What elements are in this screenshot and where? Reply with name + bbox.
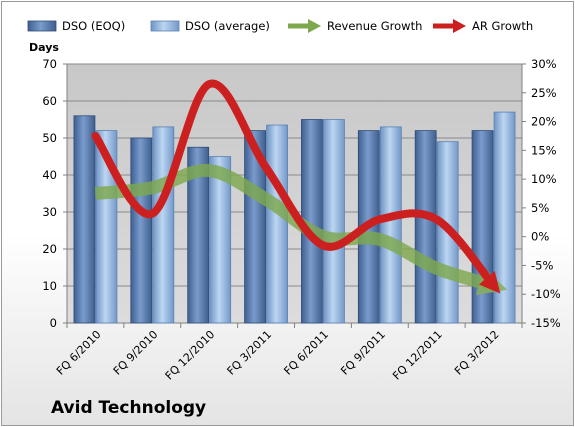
bar-dso-eoq — [471, 130, 494, 324]
line-ar-growth — [91, 79, 501, 294]
y2-tick-label: 15% — [531, 143, 557, 157]
x-tick-label: FQ 9/2010 — [111, 328, 161, 378]
x-tick-label: FQ 3/2011 — [225, 328, 275, 378]
y2-tick-label: 25% — [531, 86, 557, 100]
x-tick-label: FQ 6/2010 — [54, 328, 104, 378]
bar-dso-eoq — [244, 130, 266, 324]
y2-tick-label: -10% — [531, 287, 561, 301]
bar-dso-average — [493, 111, 516, 324]
company-name: Avid Technology — [51, 398, 207, 418]
legend-label: Revenue Growth — [327, 19, 422, 33]
y2-tick-label: 5% — [531, 201, 549, 215]
y-axis-title: Days — [29, 41, 59, 54]
bar-dso-eoq — [414, 130, 437, 324]
y-tick-label: 40 — [42, 168, 57, 182]
y2-tick-label: 30% — [531, 57, 557, 71]
bar-dso-eoq — [187, 146, 210, 324]
legend-arrow-icon — [453, 19, 466, 33]
y-tick-label: 60 — [42, 94, 57, 108]
x-tick-label: FQ 3/2012 — [452, 328, 502, 378]
y-tick-label: 50 — [42, 131, 57, 145]
bar-dso-average — [152, 126, 175, 324]
y2-tick-label: -5% — [531, 258, 553, 272]
x-tick-label: FQ 9/2011 — [338, 328, 388, 378]
bar-dso-average — [209, 156, 232, 324]
x-tick-label: FQ 12/2011 — [390, 328, 445, 383]
bar-dso-average — [266, 124, 288, 324]
bar-dso-average — [95, 130, 118, 324]
legend-swatch — [27, 20, 57, 32]
legend-label: DSO (EOQ) — [62, 19, 125, 33]
y-tick-label: 0 — [50, 316, 57, 330]
bar-dso-average — [323, 119, 345, 324]
x-tick-label: FQ 6/2011 — [281, 328, 331, 378]
y-tick-label: 30 — [42, 205, 57, 219]
plot-area: 0 10 20 30 40 50 60 70 -15% -10% -5% 0% 5% 10% 15% 20% 2… — [42, 57, 560, 383]
y2-tick-label: 0% — [531, 230, 549, 244]
legend-label: DSO (average) — [185, 19, 270, 33]
y2-tick-label: 10% — [531, 172, 557, 186]
chart-legend: DSO (EOQ) DSO (average) Revenue Growth AR G… — [27, 19, 533, 33]
legend-swatch — [150, 20, 180, 32]
y-tick-label: 70 — [42, 57, 57, 71]
x-tick-label: FQ 12/2010 — [163, 328, 218, 383]
legend-label: AR Growth — [472, 19, 533, 33]
bar-dso-eoq — [73, 115, 96, 324]
bar-dso-eoq — [130, 137, 153, 324]
legend-arrow-icon — [308, 19, 321, 33]
bar-dso-average — [379, 126, 402, 324]
y2-tick-label: 20% — [531, 115, 557, 129]
y-tick-label: 10 — [42, 279, 57, 293]
y-tick-label: 20 — [42, 242, 57, 256]
y2-tick-label: -15% — [531, 316, 561, 330]
